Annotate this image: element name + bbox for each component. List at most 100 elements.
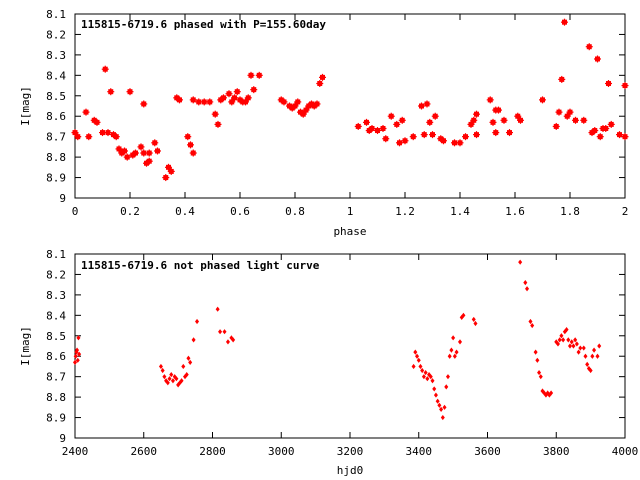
phased-data-point [231,94,238,102]
unphased-data-point [578,345,583,351]
phased-data-point [184,133,192,141]
unphased-data-point [76,335,81,341]
phased-x-tick-label: 0.6 [230,205,250,218]
unphased-data-point [413,349,418,355]
phased-y-tick-label: 8.4 [46,69,66,82]
phased-data-point [431,112,439,120]
phased-data-point [93,118,101,126]
phased-x-tick-label: 2 [622,205,629,218]
unphased-data-point [169,372,174,378]
unphased-y-tick-label: 8.8 [46,391,66,404]
unphased-data-point [225,339,230,345]
unphased-data-point [418,363,423,370]
unphased-data-point [533,349,538,355]
phased-data-point [242,98,249,106]
unphased-data-point [75,357,80,363]
unphased-data-point [588,367,593,374]
unphased-data-point [432,386,437,392]
phased-data-point [602,124,610,132]
unphased-data-point [592,347,597,353]
phased-data-point [280,98,288,106]
phased-data-point [115,145,123,153]
phased-data-point [607,120,615,128]
phased-data-point [220,94,227,102]
phased-y-tick-label: 8.8 [46,151,66,164]
phased-data-point [621,82,629,90]
phased-x-tick-label: 1.6 [505,205,525,218]
phased-data-point [440,137,447,145]
phased-data-point [426,118,434,126]
phased-data-point [572,116,579,124]
phased-data-point [244,94,252,102]
phased-data-point [140,100,148,108]
phased-data-point [250,86,258,94]
phased-data-point [101,65,109,73]
phased-data-point [374,127,381,135]
unphased-data-point [416,357,421,363]
unphased-data-point [576,349,581,355]
phased-data-point [151,139,159,147]
unphased-data-point [158,363,163,370]
phased-data-point [580,116,588,124]
phased-light-curve-panel: 115815-6719.6 phased with P=155.60day ph… [19,8,629,238]
unphased-x-tick-label: 3600 [474,445,501,458]
unphased-plot-title: 115815-6719.6 not phased light curve [81,259,320,272]
phased-y-tick-label: 8.6 [46,110,66,123]
phased-data-point [319,73,326,81]
unphased-data-point [222,329,227,335]
unphased-data-point [564,327,569,333]
unphased-x-tick-label: 4000 [612,445,639,458]
unphased-data-point [433,392,438,398]
phased-data-point [291,102,299,110]
unphased-x-tick-label: 2400 [62,445,89,458]
unphased-data-point [452,353,457,359]
phased-data-point [247,71,255,79]
unphased-data-point [471,316,476,323]
unphased-data-point [215,306,220,312]
phased-data-point [506,129,513,137]
unphased-data-point [165,380,170,386]
phased-data-point [489,118,497,126]
unphased-data-point [442,404,447,410]
unphased-data-point [428,374,433,380]
unphased-data-point [581,345,586,351]
phased-data-point [495,106,502,114]
phased-data-point [467,120,475,128]
phased-x-tick-label: 0.2 [120,205,140,218]
phased-y-tick-label: 8.2 [46,28,66,41]
unphased-data-point [437,402,442,408]
phased-data-point [167,167,175,175]
phased-data-point [473,131,480,139]
phased-x-tick-label: 0.4 [175,205,195,218]
phased-data-point [500,116,508,124]
unphased-data-point [569,339,574,345]
unphased-data-point [597,343,602,349]
unphased-data-point [423,369,428,376]
unphased-data-point [571,343,576,349]
phased-data-point [233,88,241,96]
unphased-data-point [231,337,236,343]
phased-data-point [420,131,428,139]
unphased-data-point [454,349,459,355]
unphased-data-point [186,355,191,361]
phased-data-point [605,80,612,88]
phased-data-point [162,174,170,182]
phased-data-point [137,143,145,151]
unphased-data-point [415,353,420,359]
phased-data-point [71,129,79,137]
unphased-data-point [420,367,425,374]
unphased-x-tick-label: 2800 [199,445,226,458]
phased-data-point [382,135,390,143]
unphased-data-point [525,286,530,292]
phased-plot-frame [74,13,626,199]
unphased-data-point [184,372,189,378]
phased-data-point [429,131,436,139]
phased-data-point [85,133,93,141]
unphased-data-point [538,374,543,380]
phased-data-point [132,149,139,157]
phased-data-point [154,147,161,155]
unphased-data-point [573,337,578,343]
unphased-data-point [174,376,179,382]
phased-data-point [621,133,629,141]
phased-data-point [302,106,310,114]
